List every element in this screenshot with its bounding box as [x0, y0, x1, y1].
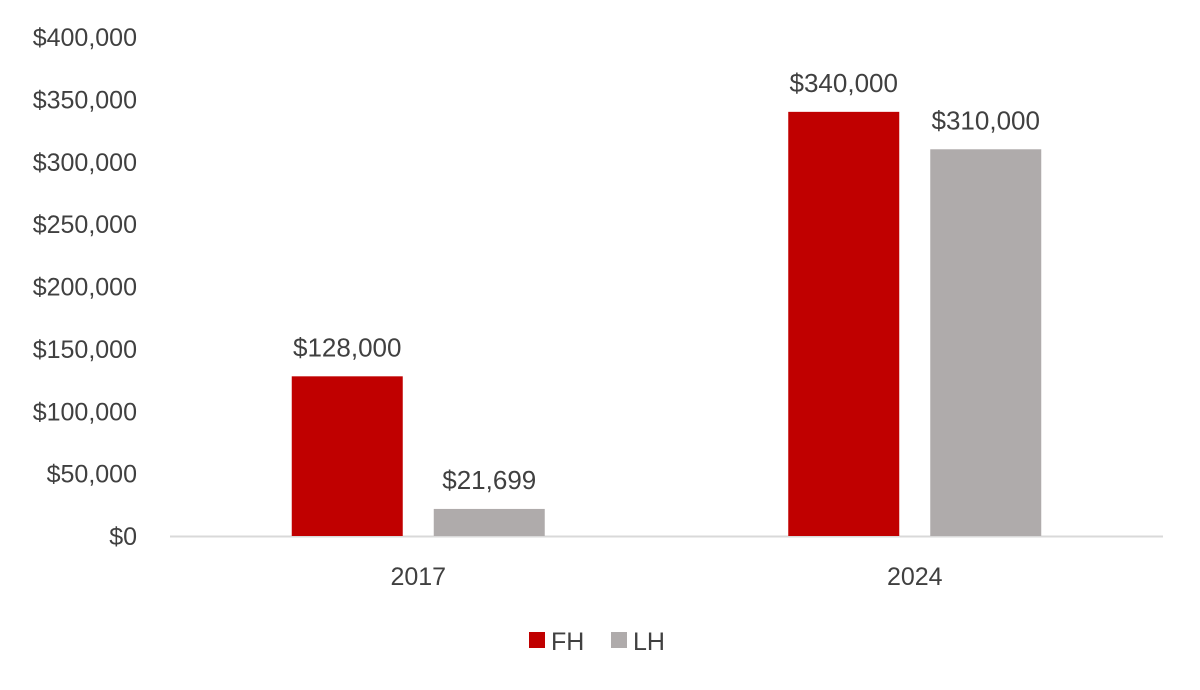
- legend-label-lh: LH: [633, 628, 665, 656]
- data-label-fh-2024: $340,000: [790, 68, 898, 98]
- y-tick-label: $250,000: [33, 211, 137, 239]
- bar-lh-2024: [930, 149, 1042, 536]
- bar-lh-2017: [433, 508, 545, 536]
- legend-swatch-fh: [529, 632, 545, 648]
- y-tick-label: $200,000: [33, 274, 137, 302]
- y-tick-label: $0: [109, 523, 137, 551]
- bar-fh-2024: [788, 111, 900, 536]
- y-tick-label: $150,000: [33, 336, 137, 364]
- data-label-lh-2024: $310,000: [932, 105, 1040, 135]
- data-label-fh-2017: $128,000: [293, 332, 401, 362]
- y-tick-label: $350,000: [33, 86, 137, 114]
- y-tick-label: $400,000: [33, 24, 137, 52]
- x-tick-label: 2024: [887, 563, 943, 591]
- bar-fh-2017: [291, 376, 403, 536]
- y-tick-label: $50,000: [47, 461, 137, 489]
- data-label-lh-2017: $21,699: [442, 465, 536, 495]
- y-tick-label: $100,000: [33, 398, 137, 426]
- x-tick-label: 2017: [390, 563, 446, 591]
- y-tick-label: $300,000: [33, 149, 137, 177]
- legend-swatch-lh: [611, 632, 627, 648]
- legend-label-fh: FH: [551, 628, 584, 656]
